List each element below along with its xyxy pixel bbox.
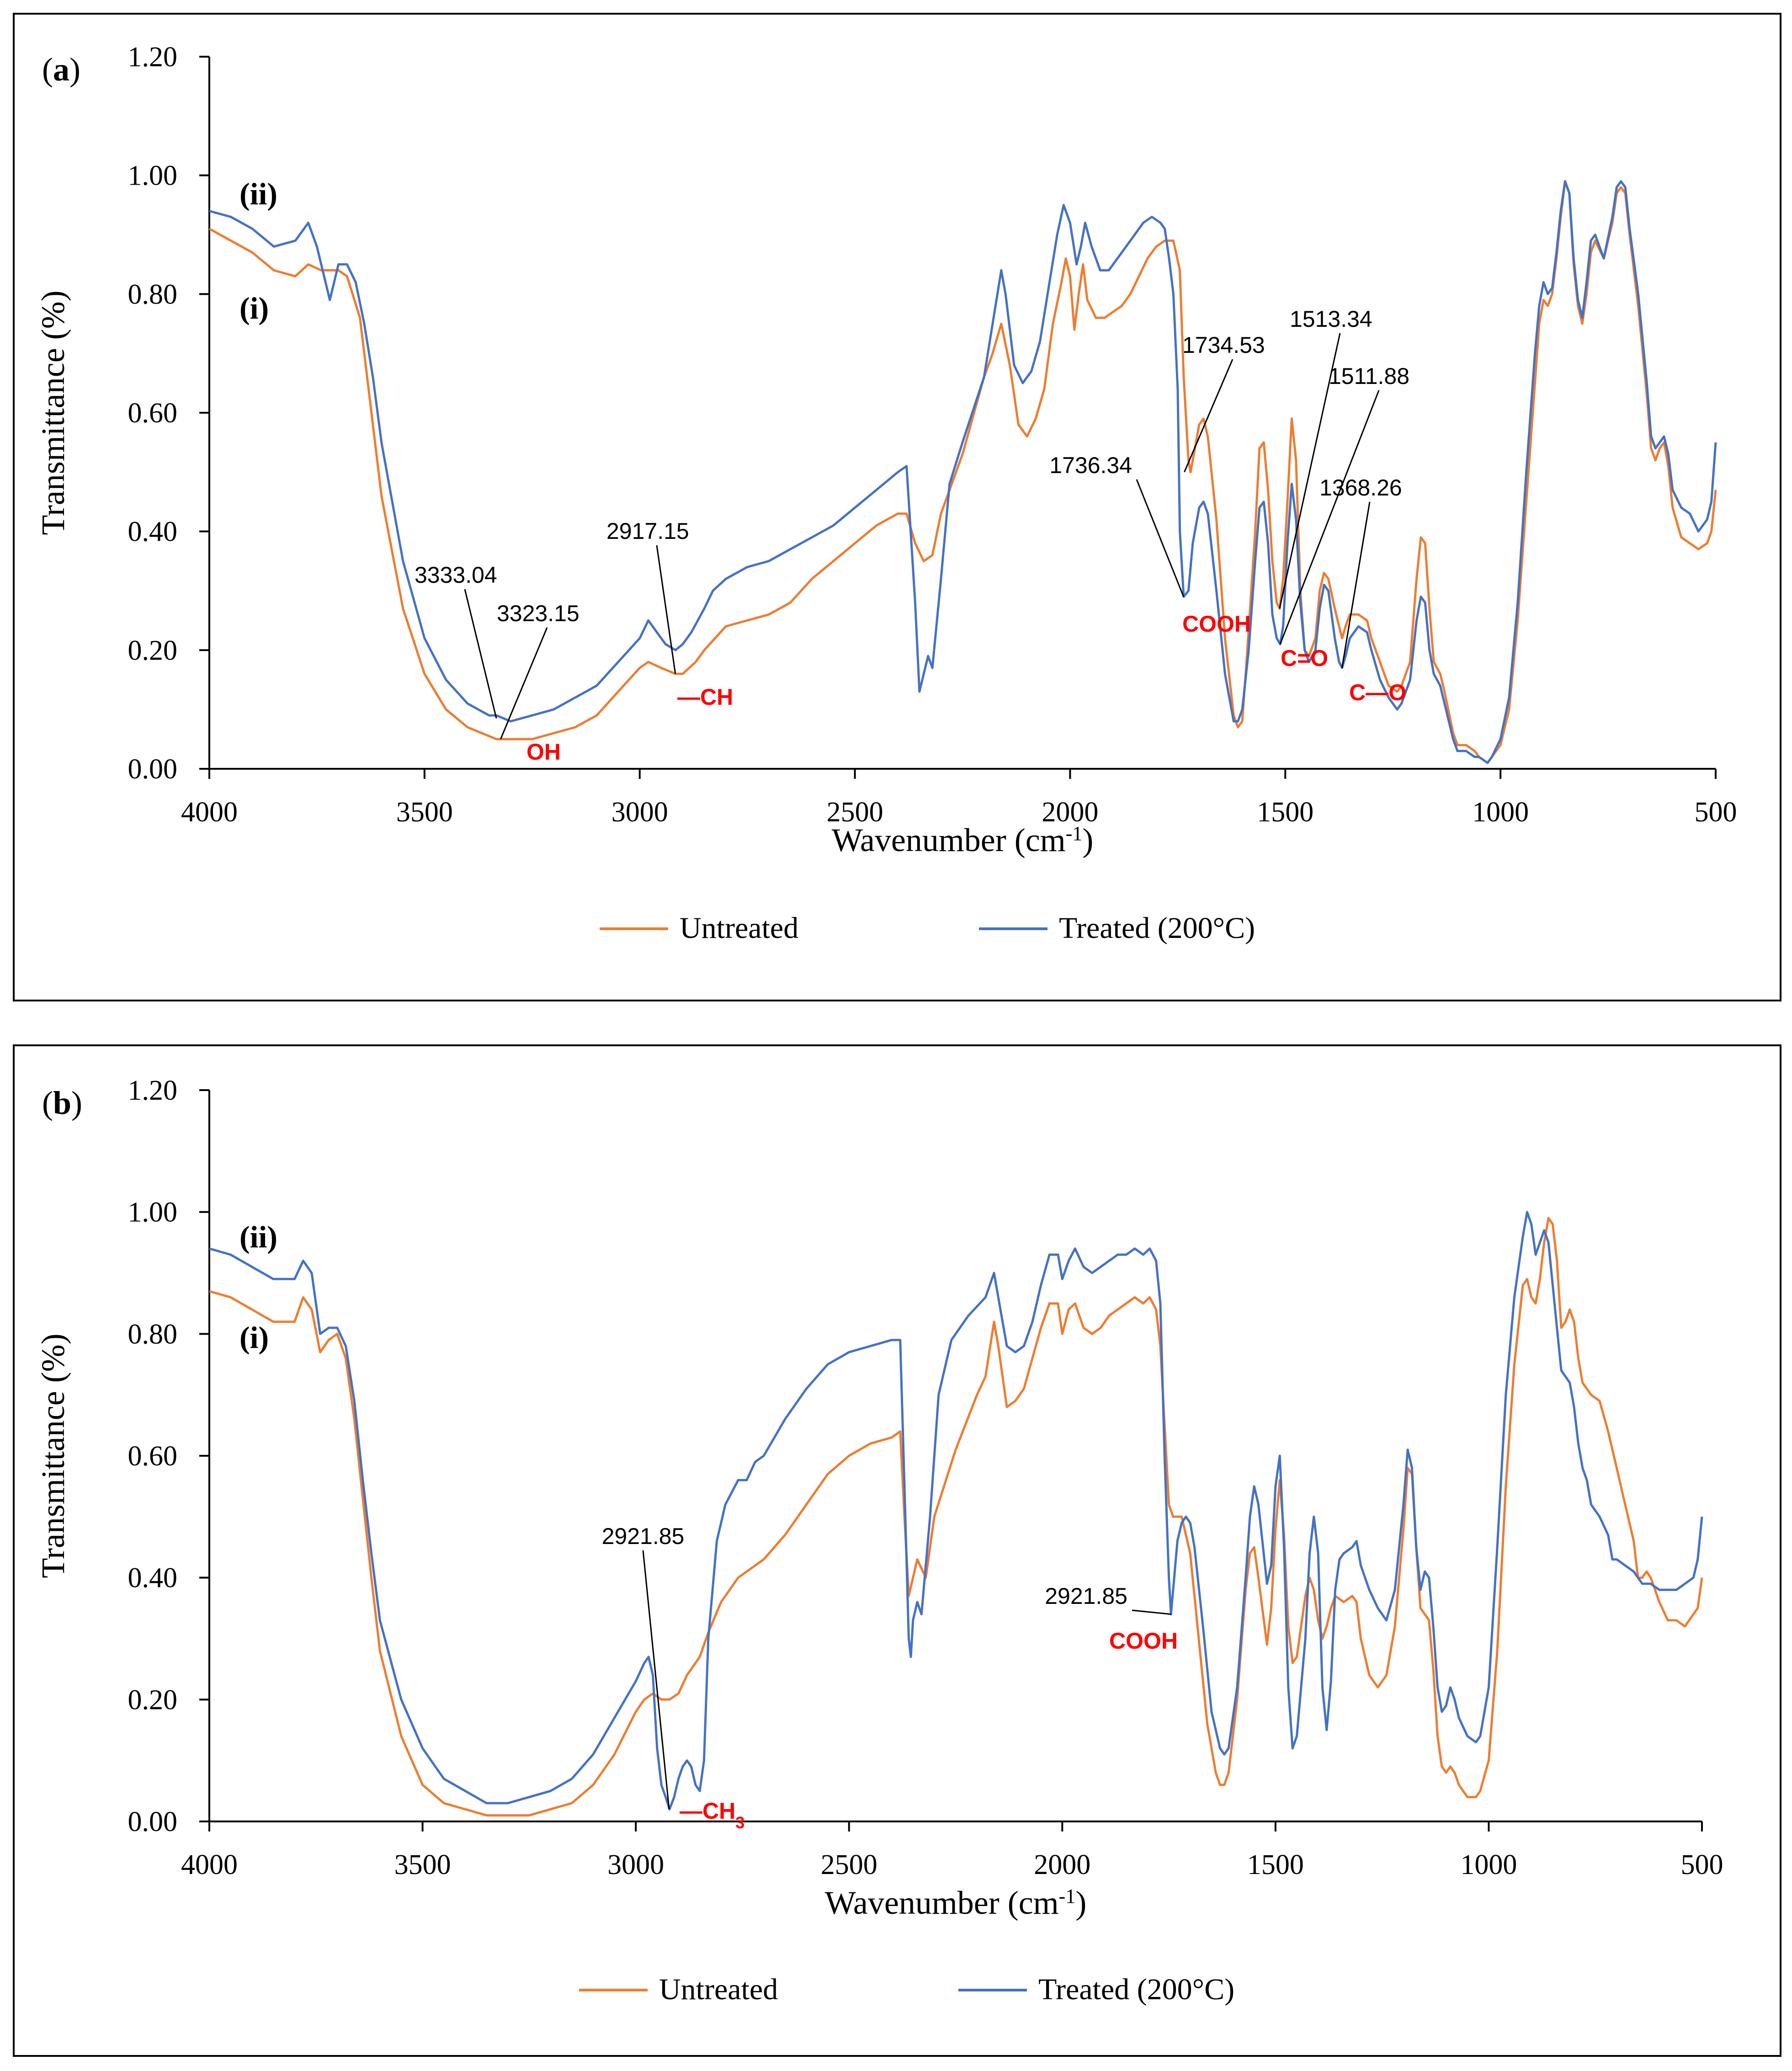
y-tick-label: 1.00	[128, 1197, 178, 1228]
x-tick-label: 500	[1681, 1849, 1723, 1880]
panel-b: 0.00 0.20 0.40 0.60 0.80 1.00 1.20 4000 3500 3000…	[13, 1044, 1781, 2057]
annotation-label: 1734.53	[1182, 332, 1265, 358]
x-tick-label: 3500	[396, 797, 453, 828]
annotation-leader	[1132, 1609, 1171, 1615]
x-axis-title: Wavenumber (cm-1)	[825, 1885, 1087, 1921]
y-tick-label: 1.20	[128, 1075, 178, 1106]
x-tick-label: 1500	[1247, 1849, 1304, 1880]
x-tick-label: 4000	[181, 797, 238, 828]
y-tick-label: 0.80	[128, 279, 178, 310]
legend-label: Untreated	[680, 911, 798, 945]
annotation-leader	[1279, 333, 1341, 609]
y-tick-label: 1.00	[128, 160, 178, 192]
functional-group-label: OH	[526, 739, 561, 765]
x-tick-label: 2000	[1034, 1849, 1090, 1880]
ftir-chart-b: 0.00 0.20 0.40 0.60 0.80 1.00 1.20 4000 3500 3000…	[35, 1075, 1723, 2006]
x-tick-label: 4000	[181, 1849, 238, 1880]
y-tick-label: 0.20	[128, 635, 178, 666]
y-tick-label: 0.60	[128, 398, 178, 429]
annotation-leader	[1279, 390, 1380, 644]
x-tick-label: 2500	[821, 1849, 877, 1880]
annotation-leader	[642, 1550, 670, 1810]
functional-group-label: C—O	[1349, 680, 1406, 705]
y-axis-title: Transmittance (%)	[35, 290, 71, 535]
x-tick-label: 1000	[1472, 797, 1529, 828]
annotation-leader	[464, 589, 497, 719]
x-tick-label: 2500	[827, 797, 883, 828]
panel-label: (a)	[42, 51, 80, 88]
y-tick-label: 0.40	[128, 516, 178, 548]
y-axis-title: Transmittance (%)	[35, 1333, 71, 1578]
curve-label-untreated: (i)	[239, 1320, 269, 1355]
annotation-leader	[500, 627, 548, 740]
functional-group-label: COOH	[1182, 611, 1251, 637]
annotation-leader	[656, 545, 676, 674]
x-tick-label: 2000	[1042, 797, 1098, 828]
x-tick-label: 1000	[1460, 1849, 1517, 1880]
series-line-untreated	[208, 180, 1717, 764]
x-axis-title: Wavenumber (cm-1)	[832, 822, 1094, 858]
y-tick-label: 0.80	[128, 1319, 178, 1350]
legend-label: Treated (200°C)	[1038, 1973, 1234, 2006]
functional-group-label: COOH	[1109, 1628, 1178, 1654]
y-tick-label: 1.20	[128, 42, 178, 73]
annotation-label: 2921.85	[1045, 1583, 1127, 1609]
y-tick-label: 0.60	[128, 1441, 178, 1472]
functional-group-label: C=O	[1281, 645, 1328, 671]
x-tick-label: 3000	[607, 1849, 664, 1880]
series-line-untreated	[209, 1217, 1703, 1817]
panel-label: (b)	[42, 1085, 82, 1121]
y-tick-label: 0.00	[128, 1806, 178, 1837]
y-tick-label: 0.40	[128, 1563, 178, 1594]
x-tick-label: 500	[1695, 797, 1737, 828]
legend-label: Treated (200°C)	[1059, 911, 1255, 945]
x-tick-label: 1500	[1257, 797, 1313, 828]
annotation-label: 3323.15	[497, 601, 580, 626]
annotation-leader	[1184, 359, 1234, 473]
x-tick-label: 3000	[612, 797, 668, 828]
annotation-label: 1513.34	[1290, 306, 1372, 332]
curve-label-treated: (ii)	[239, 1219, 277, 1254]
annotation-leader	[1136, 479, 1185, 597]
annotation-label: 1511.88	[1329, 363, 1409, 389]
annotation-label: 1368.26	[1319, 475, 1402, 500]
ftir-chart-a: 0.00 0.20 0.40 0.60 0.80 1.00 1.20 4000 3500 3000…	[35, 42, 1737, 945]
curve-label-treated: (ii)	[239, 176, 277, 211]
annotation-label: 1736.34	[1049, 453, 1132, 478]
series-line-treated	[209, 1211, 1703, 1810]
functional-group-label: —CH3	[680, 1798, 744, 1832]
panel-a: 0.00 0.20 0.40 0.60 0.80 1.00 1.20 4000 3500 3000…	[13, 13, 1781, 1001]
y-tick-label: 0.20	[128, 1684, 178, 1715]
curve-label-untreated: (i)	[239, 291, 269, 325]
series-line-treated	[209, 180, 1717, 764]
annotation-label: 3333.04	[415, 562, 497, 588]
x-tick-label: 3500	[394, 1849, 451, 1880]
functional-group-label: —CH	[677, 684, 733, 710]
y-tick-label: 0.00	[128, 754, 178, 785]
legend-label: Untreated	[659, 1973, 778, 2006]
annotation-label: 2921.85	[602, 1523, 685, 1549]
annotation-leader	[1341, 501, 1371, 668]
annotation-label: 2917.15	[606, 518, 689, 544]
